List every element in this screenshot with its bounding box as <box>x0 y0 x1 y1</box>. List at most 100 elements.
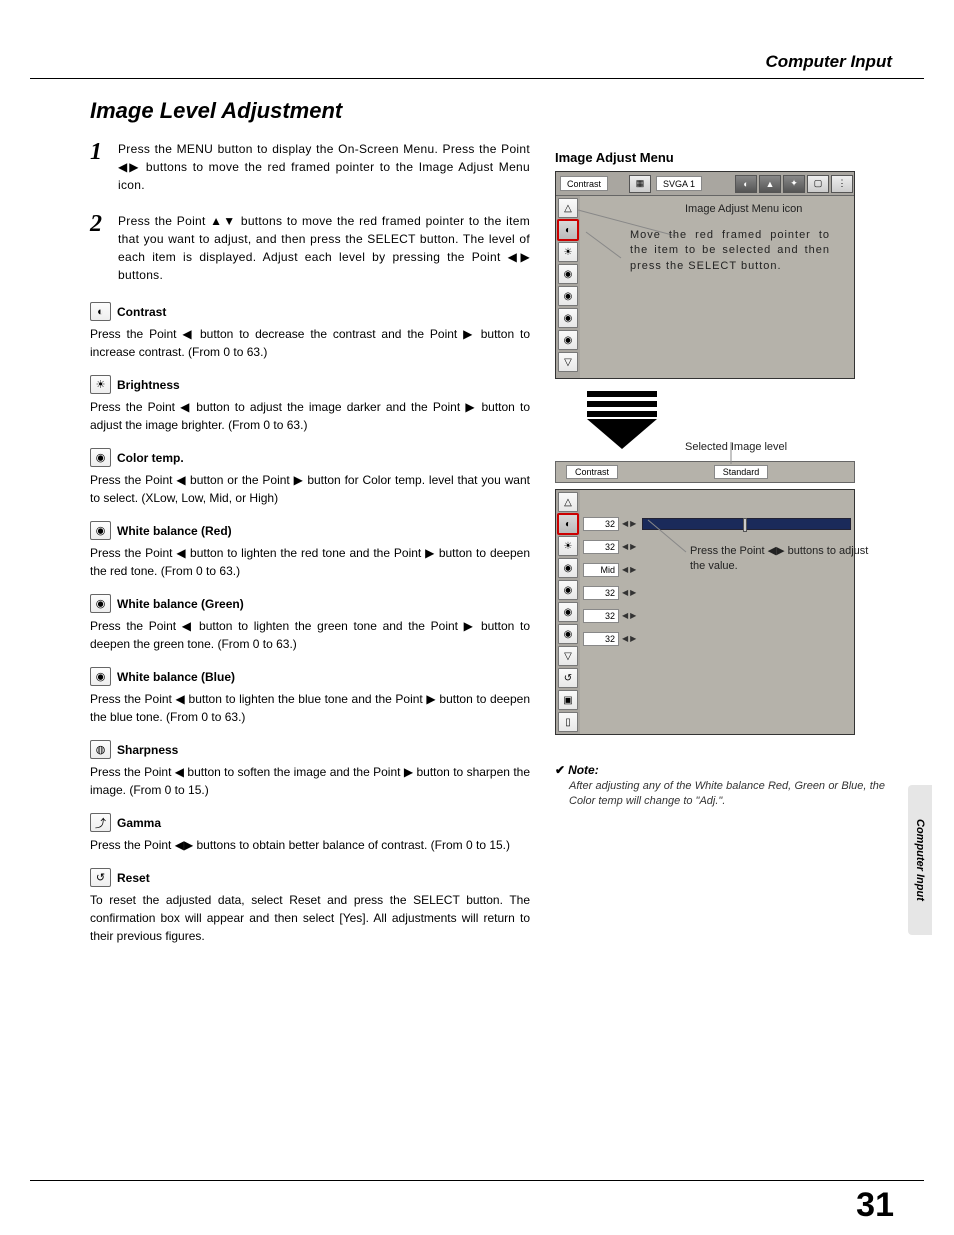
slider-callout: Press the Point ◀▶ buttons to adjust the… <box>690 544 870 575</box>
slider-arrows[interactable]: ◀▶ <box>622 565 636 574</box>
slider-arrows[interactable]: ◀▶ <box>622 519 636 528</box>
adj-title: Contrast <box>117 305 166 319</box>
colortemp-icon: ◉ <box>558 264 578 284</box>
wb-red-icon: ◉ <box>558 286 578 306</box>
m2-store-icon: ▣ <box>558 690 578 710</box>
page-number: 31 <box>856 1186 894 1225</box>
adjustment-item: ◐ Contrast Press the Point ◀ button to d… <box>90 302 530 361</box>
sel-right: Standard <box>714 465 769 479</box>
slider-value: 32 <box>583 632 619 646</box>
contrast-icon: ◐ <box>558 220 578 240</box>
menu-bar-label: Contrast <box>560 176 608 191</box>
menu-icon-1: ◐ <box>735 175 757 193</box>
menu-heading: Image Adjust Menu <box>555 150 885 165</box>
adj-desc: Press the Point ◀ button to adjust the i… <box>90 398 530 434</box>
m2-down-icon: ▽ <box>558 646 578 666</box>
menu-side-icons: △ ◐ ☀ ◉ ◉ ◉ ◉ ▽ <box>556 196 580 378</box>
callout-icon-label: Image Adjust Menu icon <box>685 202 802 217</box>
step-num: 1 <box>90 140 118 194</box>
adj-icon: ◐ <box>90 302 111 321</box>
menu-icon-3: ✦ <box>783 175 805 193</box>
adj-icon: ☀ <box>90 375 111 394</box>
adjustment-item: ◉ Color temp. Press the Point ◀ button o… <box>90 448 530 507</box>
menu2-side-icons: △ ◐ ☀ ◉ ◉ ◉ ◉ ▽ ↺ ▣ ▯ <box>556 490 580 734</box>
slider-row: 32 ◀▶ <box>580 604 854 627</box>
step-1: 1 Press the MENU button to display the O… <box>90 140 530 194</box>
slider-value: 32 <box>583 517 619 531</box>
m2-wbr-icon: ◉ <box>558 580 578 600</box>
adjustment-item: ◍ Sharpness Press the Point ◀ button to … <box>90 740 530 799</box>
scroll-down-icon: ▽ <box>558 352 578 372</box>
slider-row: 32 ◀▶ <box>580 581 854 604</box>
adj-desc: Press the Point ◀ button to decrease the… <box>90 325 530 361</box>
slider-arrows[interactable]: ◀▶ <box>622 634 636 643</box>
section-header: Computer Input <box>765 52 892 72</box>
big-arrow-icon <box>587 391 657 449</box>
adj-title: White balance (Red) <box>117 524 232 538</box>
slider-track[interactable] <box>642 518 851 530</box>
adjustment-item: ◉ White balance (Blue) Press the Point ◀… <box>90 667 530 726</box>
m2-brightness-icon: ☀ <box>558 536 578 556</box>
slider-arrows[interactable]: ◀▶ <box>622 588 636 597</box>
adj-title: Brightness <box>117 378 180 392</box>
adj-icon: ◉ <box>90 521 111 540</box>
adj-title: White balance (Blue) <box>117 670 235 684</box>
adj-icon: ◉ <box>90 594 111 613</box>
menu-icon-2: ▲ <box>759 175 781 193</box>
m2-reset-icon: ↺ <box>558 668 578 688</box>
adj-icon: ◉ <box>90 448 111 467</box>
adj-desc: To reset the adjusted data, select Reset… <box>90 891 530 945</box>
adj-icon: ↺ <box>90 868 111 887</box>
right-column: Image Adjust Menu Contrast ▦ SVGA 1 ◐ ▲ … <box>555 150 885 810</box>
adj-desc: Press the Point ◀ button to soften the i… <box>90 763 530 799</box>
menu-bar: Contrast ▦ SVGA 1 ◐ ▲ ✦ ▢ ⋮ <box>556 172 854 196</box>
adj-title: Reset <box>117 871 150 885</box>
m2-colortemp-icon: ◉ <box>558 558 578 578</box>
slider-arrows[interactable]: ◀▶ <box>622 611 636 620</box>
adjustment-item: ↺ Reset To reset the adjusted data, sele… <box>90 868 530 945</box>
m2-wbg-icon: ◉ <box>558 602 578 622</box>
slider-arrows[interactable]: ◀▶ <box>622 542 636 551</box>
slider-value: 32 <box>583 540 619 554</box>
wb-green-icon: ◉ <box>558 308 578 328</box>
menu-mode-icon: ▦ <box>629 175 651 193</box>
wb-blue-icon: ◉ <box>558 330 578 350</box>
slider-knob[interactable] <box>743 518 747 532</box>
note-head: Note: <box>555 763 885 777</box>
scroll-up-icon: △ <box>558 198 578 218</box>
slider-value: 32 <box>583 609 619 623</box>
step-2: 2 Press the Point ▲▼ buttons to move the… <box>90 212 530 284</box>
slider-value: Mid <box>583 563 619 577</box>
page-title: Image Level Adjustment <box>90 98 342 124</box>
top-rule <box>30 78 924 79</box>
adjustment-item: ◉ White balance (Red) Press the Point ◀ … <box>90 521 530 580</box>
note-text: After adjusting any of the White balance… <box>555 779 885 810</box>
adj-desc: Press the Point ◀ button to lighten the … <box>90 617 530 653</box>
note-block: Note: After adjusting any of the White b… <box>555 763 885 810</box>
sel-left: Contrast <box>566 465 618 479</box>
menu-icon-4: ▢ <box>807 175 829 193</box>
adjustment-item: ☀ Brightness Press the Point ◀ button to… <box>90 375 530 434</box>
adj-title: White balance (Green) <box>117 597 244 611</box>
side-tab: Computer Input <box>908 785 932 935</box>
adj-title: Gamma <box>117 816 161 830</box>
m2-quit-icon: ▯ <box>558 712 578 732</box>
slider-row: 32 ◀▶ <box>580 512 854 535</box>
slider-value: 32 <box>583 586 619 600</box>
m2-wbb-icon: ◉ <box>558 624 578 644</box>
callout-move: Move the red framed pointer to the item … <box>630 228 830 274</box>
bottom-rule <box>30 1180 924 1181</box>
step-num: 2 <box>90 212 118 284</box>
adj-title: Color temp. <box>117 451 184 465</box>
menu-bottom-frame: △ ◐ ☀ ◉ ◉ ◉ ◉ ▽ ↺ ▣ ▯ 32 ◀▶32 ◀▶Mid ◀▶32… <box>555 489 855 735</box>
adj-icon: ◍ <box>90 740 111 759</box>
adj-desc: Press the Point ◀ button or the Point ▶ … <box>90 471 530 507</box>
menu-icon-5: ⋮ <box>831 175 853 193</box>
adj-title: Sharpness <box>117 743 178 757</box>
left-column: 1 Press the MENU button to display the O… <box>90 140 530 959</box>
step-text: Press the Point ▲▼ buttons to move the r… <box>118 212 530 284</box>
adj-desc: Press the Point ◀ button to lighten the … <box>90 544 530 580</box>
selected-bar: Contrast Standard <box>555 461 855 483</box>
selected-level-label: Selected Image level <box>685 440 787 455</box>
adj-desc: Press the Point ◀ button to lighten the … <box>90 690 530 726</box>
